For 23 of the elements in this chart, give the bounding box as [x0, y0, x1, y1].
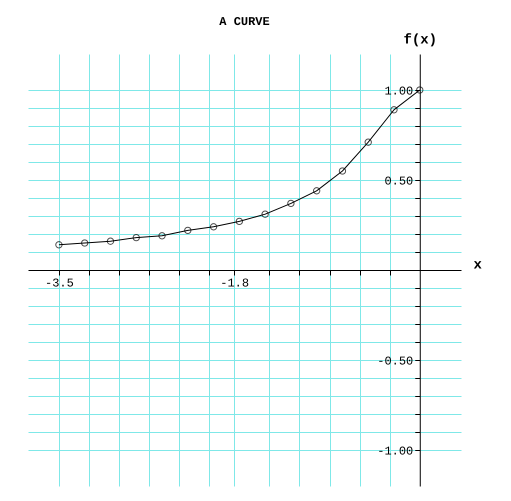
x-axis-title: x: [474, 258, 482, 274]
point: [236, 218, 244, 226]
x-tick-label: -3.5: [45, 276, 74, 290]
point: [106, 238, 114, 245]
point: [55, 241, 63, 248]
point: [158, 232, 166, 240]
point: [338, 167, 346, 175]
point: [210, 223, 218, 230]
point: [184, 226, 192, 234]
chart-title: A CURVE: [219, 15, 270, 29]
y-tick-label: 1.00: [384, 84, 414, 98]
point: [261, 210, 269, 218]
y-tick-label: 0.50: [384, 174, 414, 188]
point: [390, 106, 398, 114]
x-tick-label: -1.8: [220, 276, 250, 290]
point: [81, 239, 88, 247]
y-tick-label: -0.50: [377, 354, 414, 368]
point: [132, 234, 140, 242]
y-tick-label: -1.00: [377, 444, 414, 458]
point: [313, 187, 320, 194]
point: [364, 138, 372, 146]
point: [287, 200, 295, 208]
y-axis-title: f(x): [403, 32, 438, 48]
